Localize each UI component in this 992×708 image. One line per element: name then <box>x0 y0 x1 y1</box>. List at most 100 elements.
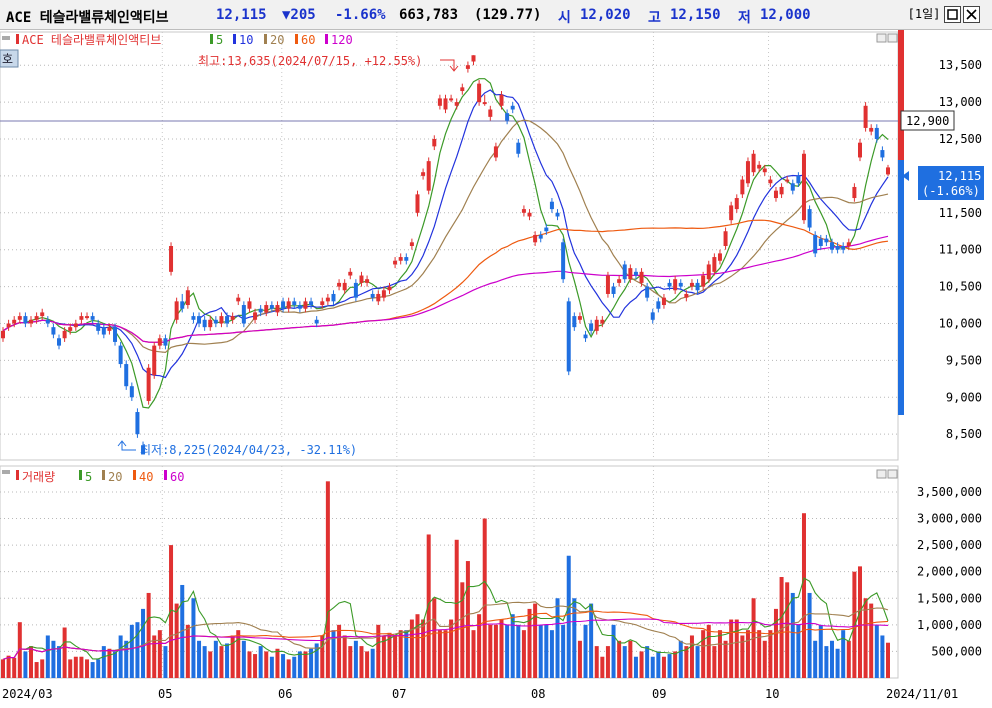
candle-body <box>824 238 829 243</box>
side-tag-box[interactable] <box>0 49 19 68</box>
volume-bar <box>258 646 263 678</box>
volume-bar <box>236 630 241 678</box>
ma120-line <box>2 235 889 343</box>
volume-y-tick: 3,500,000 <box>917 485 982 499</box>
range-bar-down <box>898 160 904 415</box>
candle-body <box>605 275 610 294</box>
candle-body <box>415 194 420 213</box>
volume-bar <box>745 630 750 678</box>
x-label-08: 08 <box>531 687 545 701</box>
candle-body <box>589 323 594 331</box>
candle-body <box>488 109 493 117</box>
volume-bar <box>426 534 431 678</box>
candle-body <box>818 238 823 246</box>
candle-body <box>661 297 666 306</box>
candle-body <box>437 98 442 106</box>
candle-body <box>247 301 252 309</box>
candle-body <box>521 209 526 213</box>
volume-bar <box>365 651 370 678</box>
volume-bar <box>12 657 17 678</box>
volume-bar <box>549 630 554 678</box>
candle-body <box>443 98 448 110</box>
candle-body <box>706 264 711 280</box>
volume-bar <box>96 659 101 678</box>
candle-body <box>465 65 470 69</box>
ma5-line <box>2 78 889 409</box>
volume-bar <box>51 640 56 678</box>
candle-body <box>353 282 358 298</box>
volume-bar <box>185 624 190 678</box>
candle-body <box>684 293 689 298</box>
min-arrow <box>117 440 136 451</box>
volume-bar <box>191 598 196 678</box>
volume-bar <box>667 654 672 678</box>
candle-body <box>432 139 437 147</box>
period-button[interactable]: [1일] <box>907 7 941 21</box>
volume-bar <box>398 630 403 678</box>
maximize-icon[interactable] <box>944 6 961 23</box>
candle-body <box>846 242 851 246</box>
volume-bar <box>376 624 381 678</box>
close-icon[interactable] <box>963 6 980 23</box>
title-bar: ACE 테슬라밸류체인액티브 12,115 ▼205 -1.66% 663,78… <box>0 0 992 30</box>
chart-area[interactable]: ACE 테슬라밸류체인액티브 5 10 20 60 120 호 최고:13,63… <box>0 30 992 704</box>
candle-body <box>17 316 22 320</box>
candle-body <box>57 338 62 346</box>
volume-bar <box>381 635 386 678</box>
volume-bar <box>141 608 146 678</box>
volume-bar <box>230 635 235 678</box>
volume-bar <box>841 630 846 678</box>
volume-ma60-line <box>2 618 889 660</box>
candle-body <box>421 172 426 176</box>
candle-body <box>533 234 538 243</box>
candle-body <box>292 301 297 306</box>
volume-bar <box>370 648 375 678</box>
volume-bar <box>572 598 577 678</box>
candle-body <box>202 319 207 328</box>
side-tag: 호 <box>2 52 13 66</box>
candle-body <box>594 319 599 331</box>
x-label-10: 10 <box>765 687 779 701</box>
volume-bar <box>23 651 28 678</box>
candle-body <box>701 275 706 287</box>
volume-legend-ma40: 40 <box>139 470 153 484</box>
volume-bar <box>45 635 50 678</box>
candle-body <box>773 190 778 199</box>
candle-body <box>303 301 308 309</box>
volume-bar <box>813 640 818 678</box>
legend-name: ACE 테슬라밸류체인액티브 <box>22 33 161 47</box>
candle-body <box>23 316 28 324</box>
price-y-tick: 13,500 <box>939 58 982 72</box>
price-y-tick: 8,500 <box>946 427 982 441</box>
volume-bar <box>544 624 549 678</box>
candle-body <box>869 127 874 132</box>
volume-bar <box>163 646 168 678</box>
panel-minimize-icon[interactable] <box>876 33 898 43</box>
candle-body <box>348 271 353 276</box>
candle-body <box>751 153 756 173</box>
volume-bar <box>555 598 560 678</box>
volume-bar <box>57 646 62 678</box>
volume-bar <box>538 624 543 678</box>
volume-bar <box>510 614 515 678</box>
stock-chart-svg[interactable]: ACE 테슬라밸류체인액티브 5 10 20 60 120 호 최고:13,63… <box>0 30 992 704</box>
candle-body <box>538 234 543 239</box>
price-change: ▼205 <box>282 7 316 23</box>
volume-bar <box>617 640 622 678</box>
candle-body <box>566 301 571 372</box>
volume-bar <box>62 627 67 678</box>
crosshair-value: 12,900 <box>906 114 949 128</box>
price-y-tick: 9,000 <box>946 390 982 404</box>
candle-body <box>45 319 50 324</box>
volume-bar <box>331 630 336 678</box>
candle-body <box>79 316 84 320</box>
volume-bar <box>135 622 140 678</box>
volume-panel-minimize-icon[interactable] <box>876 469 898 479</box>
candle-body <box>376 293 381 302</box>
candle-body <box>874 127 879 139</box>
volume-bar <box>521 630 526 678</box>
candle-body <box>34 316 39 320</box>
volume-bar <box>600 656 605 678</box>
volume-bar <box>762 640 767 678</box>
volume-bar <box>650 656 655 678</box>
